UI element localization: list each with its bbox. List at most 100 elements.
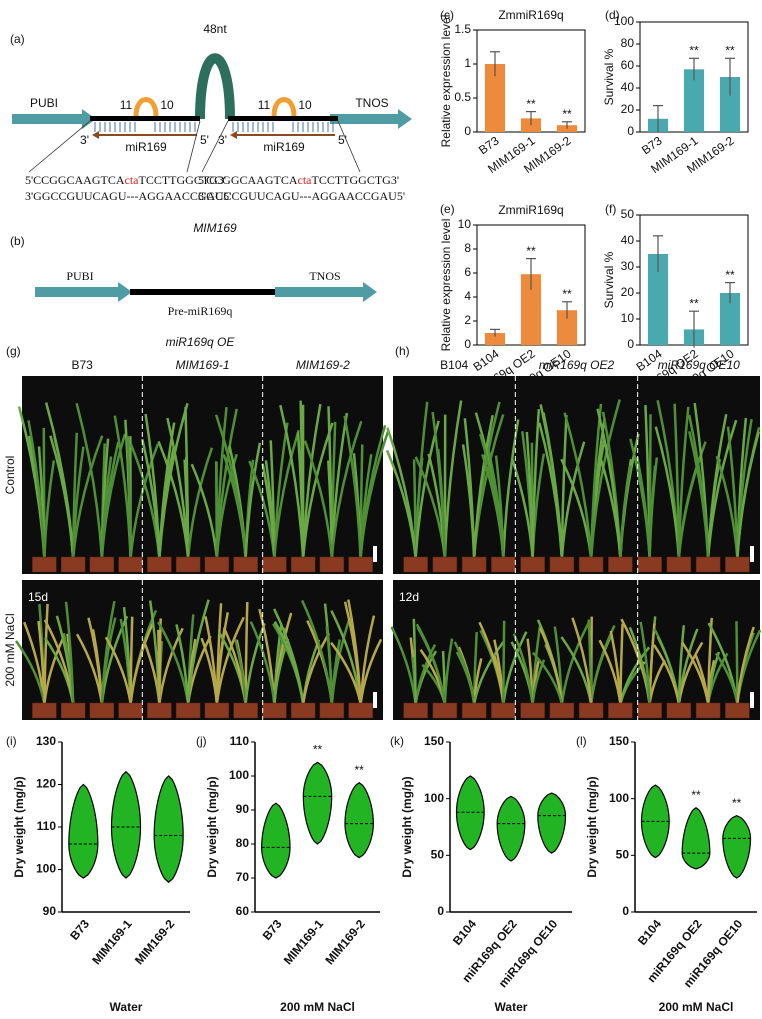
- day-label: 12d: [399, 590, 419, 604]
- end-3: 3': [80, 133, 89, 147]
- pot: [204, 702, 230, 719]
- pot: [578, 556, 604, 573]
- leaf: [303, 440, 334, 559]
- scale-bar: [373, 546, 377, 562]
- leaf: [53, 437, 75, 559]
- bar: [647, 254, 669, 345]
- x-tick-label: B73: [639, 133, 665, 157]
- x-tick-label: MIM169-1: [281, 917, 327, 968]
- bar: [520, 274, 542, 345]
- bulge-arc: [271, 97, 297, 117]
- end-5: 5': [200, 133, 209, 147]
- diagram-caption: miR169q OE: [166, 335, 236, 349]
- pot: [725, 556, 750, 573]
- violin: [681, 806, 711, 870]
- pot: [233, 702, 258, 719]
- y-tick-label: 20: [621, 285, 635, 299]
- y-axis-title: Relative expression level: [439, 15, 453, 148]
- y-tick-label: 4: [464, 289, 471, 303]
- row-label: 200 mM NaCl: [3, 613, 17, 686]
- leaf: [677, 625, 686, 705]
- sequence-part: cta: [298, 173, 313, 187]
- violin: [537, 792, 567, 854]
- y-tick-label: 90: [236, 802, 250, 816]
- y-axis-title: Dry weight (mg/p): [585, 776, 599, 877]
- leaf: [453, 641, 476, 705]
- group-label: MIM169-1: [175, 358, 229, 372]
- y-axis-title: Survival %: [602, 48, 616, 105]
- leaf: [589, 403, 603, 559]
- pot: [432, 556, 458, 573]
- significance: **: [725, 43, 735, 57]
- pot: [175, 556, 201, 573]
- significance: **: [689, 43, 699, 57]
- pot: [290, 702, 316, 719]
- error-bar: [725, 57, 735, 96]
- bar: [719, 77, 741, 132]
- pot: [60, 702, 86, 719]
- pot: [461, 702, 487, 719]
- mirna-sequence: 3'GGCCGUUCAGU---AGGAACCGAC5': [25, 189, 231, 203]
- x-tick-label: B73: [67, 917, 92, 943]
- leaf: [244, 622, 266, 705]
- bar: [484, 64, 506, 132]
- sequence-part: TCCTTGGCTG3': [139, 173, 227, 187]
- error-bar: [526, 258, 536, 290]
- plants: [390, 616, 762, 719]
- y-tick-label: 10: [458, 217, 472, 231]
- significance: **: [313, 743, 323, 757]
- bar: [484, 333, 506, 345]
- pot: [403, 556, 428, 573]
- violin: [68, 783, 99, 879]
- bar: [719, 293, 741, 345]
- terminator-arrow: [275, 282, 377, 302]
- violin: [110, 770, 142, 879]
- pot: [175, 702, 201, 719]
- x-axis-title: 200 mM NaCl: [280, 1000, 355, 1014]
- pot: [666, 556, 692, 573]
- violin: [455, 775, 485, 851]
- bulge-left: 11: [258, 98, 271, 112]
- y-tick-label: 60: [621, 58, 635, 72]
- y-tick-label: 0.5: [454, 90, 471, 104]
- plants: [17, 400, 390, 573]
- target-site-bar: [90, 116, 200, 121]
- zoom-line: [201, 120, 229, 173]
- y-tick-label: 100: [609, 791, 629, 805]
- scale-bar: [750, 546, 754, 562]
- pot: [403, 702, 428, 719]
- target-sequence: 5'CCGGCAAGTCActaTCCTTGGCTG3': [198, 173, 399, 187]
- insert-bar: [130, 289, 277, 295]
- leaf: [542, 412, 564, 559]
- panel-label: (f): [605, 202, 616, 216]
- insert-label: Pre-miR169q: [168, 304, 233, 318]
- error-bar: [653, 104, 663, 132]
- y-tick-label: 50: [616, 848, 630, 862]
- group-label: MIM169-2: [296, 358, 350, 372]
- violin: [344, 782, 374, 859]
- pot: [290, 556, 316, 573]
- pot: [695, 702, 721, 719]
- significance: **: [562, 107, 572, 121]
- y-tick-label: 110: [230, 734, 250, 748]
- error-bar: [526, 110, 536, 126]
- x-tick-label: B104: [450, 917, 479, 948]
- end-5: 5': [338, 133, 347, 147]
- error-bar: [653, 235, 663, 273]
- group-label: miR169q OE2: [539, 358, 615, 372]
- y-tick-label: 100: [424, 791, 444, 805]
- y-tick-label: 0: [464, 337, 471, 351]
- promoter-label: PUBI: [30, 96, 58, 110]
- leaf: [735, 621, 739, 705]
- leaf: [273, 608, 305, 705]
- significance: **: [691, 788, 701, 802]
- leaf: [186, 447, 214, 559]
- y-tick-label: 0: [622, 904, 629, 918]
- x-tick-label: B104: [635, 917, 664, 948]
- leaf: [560, 621, 591, 705]
- error-bar: [689, 57, 699, 81]
- leaf: [158, 447, 175, 559]
- leaf: [104, 636, 132, 705]
- pot: [666, 702, 692, 719]
